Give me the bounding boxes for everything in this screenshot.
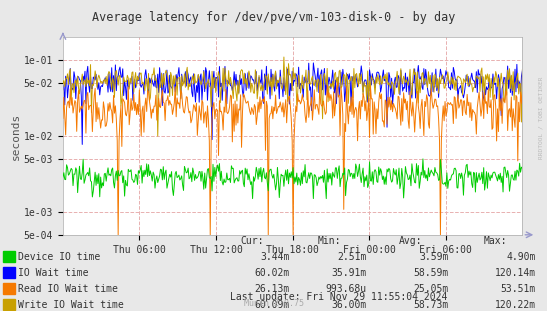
Text: 58.59m: 58.59m	[414, 268, 449, 278]
Y-axis label: seconds: seconds	[11, 113, 21, 160]
Text: 993.68u: 993.68u	[325, 284, 366, 294]
Text: Avg:: Avg:	[399, 236, 423, 246]
Text: 25.05m: 25.05m	[414, 284, 449, 294]
Text: 36.00m: 36.00m	[331, 300, 366, 310]
Text: RRDTOOL / TOBI OETIKER: RRDTOOL / TOBI OETIKER	[538, 77, 543, 160]
Text: 2.51m: 2.51m	[337, 252, 366, 262]
Text: Write IO Wait time: Write IO Wait time	[18, 300, 124, 310]
Text: Max:: Max:	[484, 236, 508, 246]
Text: 3.44m: 3.44m	[260, 252, 290, 262]
Text: 58.73m: 58.73m	[414, 300, 449, 310]
Text: 60.02m: 60.02m	[255, 268, 290, 278]
Text: 3.59m: 3.59m	[419, 252, 449, 262]
Text: Device IO time: Device IO time	[18, 252, 100, 262]
Text: 120.14m: 120.14m	[495, 268, 536, 278]
Text: 35.91m: 35.91m	[331, 268, 366, 278]
Text: Cur:: Cur:	[241, 236, 264, 246]
Text: 120.22m: 120.22m	[495, 300, 536, 310]
Text: Min:: Min:	[317, 236, 341, 246]
Text: 53.51m: 53.51m	[501, 284, 536, 294]
Text: Read IO Wait time: Read IO Wait time	[18, 284, 118, 294]
Text: 26.13m: 26.13m	[255, 284, 290, 294]
Text: 60.09m: 60.09m	[255, 300, 290, 310]
Text: IO Wait time: IO Wait time	[18, 268, 89, 278]
Text: Last update: Fri Nov 29 11:55:04 2024: Last update: Fri Nov 29 11:55:04 2024	[230, 292, 448, 302]
Text: Munin 2.0.75: Munin 2.0.75	[243, 299, 304, 308]
Text: 4.90m: 4.90m	[507, 252, 536, 262]
Text: Average latency for /dev/pve/vm-103-disk-0 - by day: Average latency for /dev/pve/vm-103-disk…	[92, 11, 455, 24]
